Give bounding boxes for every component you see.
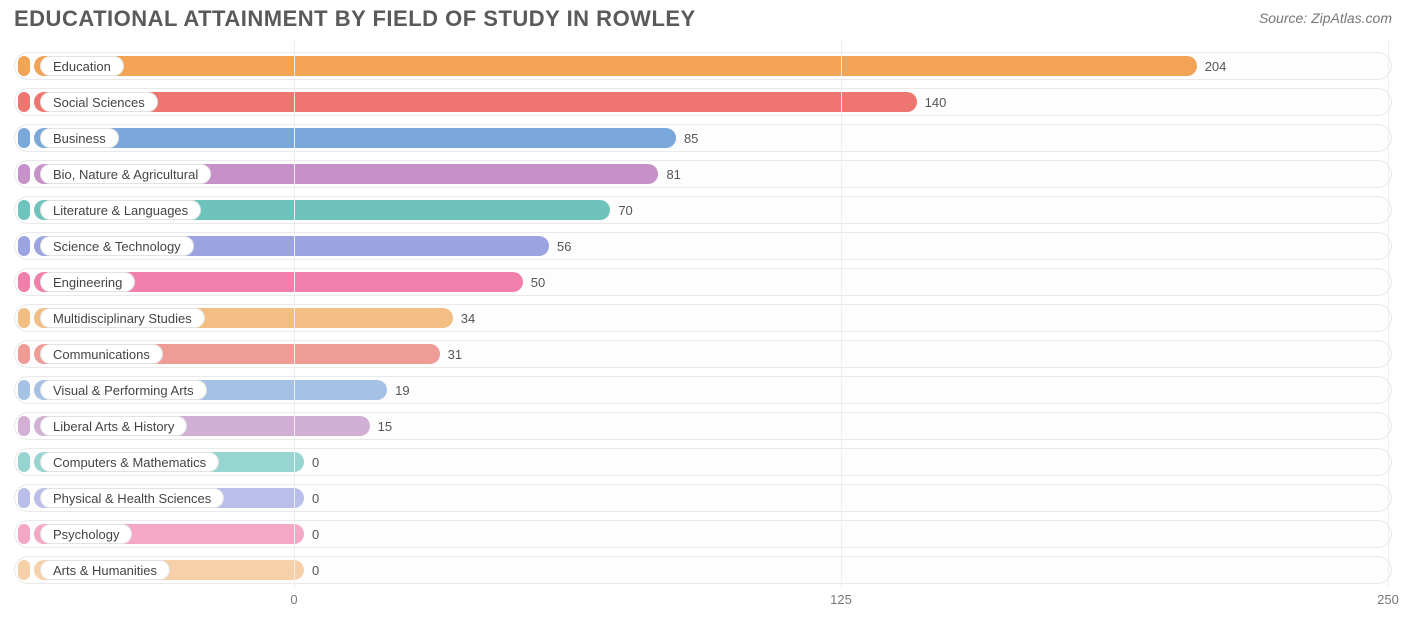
gridline: [1388, 40, 1389, 588]
value-label: 81: [666, 164, 680, 184]
gridline: [294, 40, 295, 588]
category-label: Education: [40, 56, 124, 76]
value-label: 34: [461, 308, 475, 328]
value-label: 85: [684, 128, 698, 148]
bar-row: Visual & Performing Arts 19: [14, 372, 1392, 408]
value-label: 15: [378, 416, 392, 436]
bar-row: Science & Technology 56: [14, 228, 1392, 264]
value-label: 70: [618, 200, 632, 220]
category-label: Business: [40, 128, 119, 148]
bar-row: Physical & Health Sciences 0: [14, 480, 1392, 516]
category-label: Engineering: [40, 272, 135, 292]
category-label: Computers & Mathematics: [40, 452, 219, 472]
bar-row: Literature & Languages 70: [14, 192, 1392, 228]
source-attribution: Source: ZipAtlas.com: [1259, 10, 1392, 26]
bar-nub: [18, 488, 30, 508]
bar-nub: [18, 164, 30, 184]
bar-row: Communications 31: [14, 336, 1392, 372]
bar-fill: [34, 56, 1197, 76]
value-label: 19: [395, 380, 409, 400]
bar-nub: [18, 524, 30, 544]
bar-row: Multidisciplinary Studies 34: [14, 300, 1392, 336]
bar-nub: [18, 416, 30, 436]
x-tick-label: 250: [1377, 592, 1399, 607]
bar-row: Arts & Humanities 0: [14, 552, 1392, 588]
x-axis: 0125250: [14, 588, 1392, 628]
value-label: 0: [312, 488, 319, 508]
value-label: 0: [312, 524, 319, 544]
category-label: Bio, Nature & Agricultural: [40, 164, 211, 184]
bar-nub: [18, 560, 30, 580]
bar-nub: [18, 272, 30, 292]
category-label: Multidisciplinary Studies: [40, 308, 205, 328]
category-label: Visual & Performing Arts: [40, 380, 207, 400]
bar-nub: [18, 128, 30, 148]
value-label: 204: [1205, 56, 1227, 76]
category-label: Psychology: [40, 524, 132, 544]
chart-plot-area: Education 204 Social Sciences 140 Business 85…: [14, 48, 1392, 588]
category-label: Liberal Arts & History: [40, 416, 187, 436]
category-label: Social Sciences: [40, 92, 158, 112]
value-label: 56: [557, 236, 571, 256]
x-tick-label: 0: [290, 592, 297, 607]
bar-row: Bio, Nature & Agricultural 81: [14, 156, 1392, 192]
value-label: 31: [448, 344, 462, 364]
x-tick-label: 125: [830, 592, 852, 607]
category-label: Communications: [40, 344, 163, 364]
bar-fill: [34, 128, 676, 148]
value-label: 0: [312, 560, 319, 580]
bar-nub: [18, 380, 30, 400]
bar-row: Computers & Mathematics 0: [14, 444, 1392, 480]
bar-row: Psychology 0: [14, 516, 1392, 552]
bar-nub: [18, 56, 30, 76]
bar-row: Liberal Arts & History 15: [14, 408, 1392, 444]
bar-row: Education 204: [14, 48, 1392, 84]
category-label: Science & Technology: [40, 236, 194, 256]
bar-nub: [18, 92, 30, 112]
category-label: Physical & Health Sciences: [40, 488, 224, 508]
bar-nub: [18, 344, 30, 364]
category-label: Literature & Languages: [40, 200, 201, 220]
bar-fill: [34, 92, 917, 112]
value-label: 140: [925, 92, 947, 112]
category-label: Arts & Humanities: [40, 560, 170, 580]
bar-row: Social Sciences 140: [14, 84, 1392, 120]
value-label: 0: [312, 452, 319, 472]
value-label: 50: [531, 272, 545, 292]
bar-row: Business 85: [14, 120, 1392, 156]
bar-row: Engineering 50: [14, 264, 1392, 300]
bar-nub: [18, 308, 30, 328]
bar-nub: [18, 236, 30, 256]
bar-nub: [18, 200, 30, 220]
gridline: [841, 40, 842, 588]
bar-nub: [18, 452, 30, 472]
chart-title: EDUCATIONAL ATTAINMENT BY FIELD OF STUDY…: [14, 6, 696, 32]
